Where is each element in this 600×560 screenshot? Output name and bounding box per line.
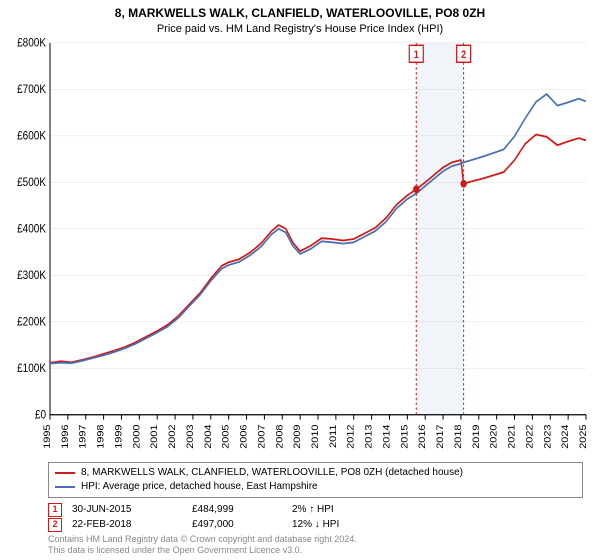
svg-text:2001: 2001 xyxy=(150,424,160,449)
sales-table: 1 30-JUN-2015 £484,999 2% ↑ HPI 2 22-FEB-2018… xyxy=(48,502,583,532)
sale-price: £484,999 xyxy=(192,502,282,517)
svg-text:2005: 2005 xyxy=(221,424,231,449)
footer: Contains HM Land Registry data © Crown c… xyxy=(48,534,592,556)
svg-text:1996: 1996 xyxy=(61,424,71,449)
footer-line-1: Contains HM Land Registry data © Crown c… xyxy=(48,534,592,545)
legend-row: HPI: Average price, detached house, East… xyxy=(55,480,576,494)
svg-text:2021: 2021 xyxy=(507,424,517,449)
svg-text:2014: 2014 xyxy=(382,424,392,449)
legend-swatch xyxy=(55,472,75,474)
svg-text:2002: 2002 xyxy=(168,424,178,449)
svg-text:£800K: £800K xyxy=(17,38,46,50)
legend: 8, MARKWELLS WALK, CLANFIELD, WATERLOOVI… xyxy=(48,462,583,498)
svg-text:£0: £0 xyxy=(35,408,46,421)
svg-text:2020: 2020 xyxy=(489,424,499,449)
svg-text:2022: 2022 xyxy=(525,424,535,449)
sale-badge: 1 xyxy=(48,503,62,517)
sale-pct: 2% ↑ HPI xyxy=(292,502,412,517)
svg-text:2016: 2016 xyxy=(418,424,428,449)
price-chart: £0 £100K £200K £300K £400K £500K £600K £700K £80… xyxy=(8,38,592,459)
svg-text:£200K: £200K xyxy=(17,315,46,328)
svg-text:2025: 2025 xyxy=(579,424,589,449)
svg-text:2019: 2019 xyxy=(472,424,482,449)
svg-text:2004: 2004 xyxy=(204,424,214,449)
svg-text:2008: 2008 xyxy=(275,424,285,449)
legend-swatch xyxy=(55,486,75,488)
svg-text:2006: 2006 xyxy=(239,424,249,449)
svg-text:2010: 2010 xyxy=(311,424,321,449)
svg-text:£700K: £700K xyxy=(17,83,46,96)
sale-pct: 12% ↓ HPI xyxy=(292,517,412,532)
sale-date: 22-FEB-2018 xyxy=(72,517,182,532)
svg-text:2013: 2013 xyxy=(364,424,374,449)
sale-row: 1 30-JUN-2015 £484,999 2% ↑ HPI xyxy=(48,502,583,517)
legend-label: 8, MARKWELLS WALK, CLANFIELD, WATERLOOVI… xyxy=(81,466,463,480)
svg-text:2018: 2018 xyxy=(454,424,464,449)
svg-text:2023: 2023 xyxy=(543,424,553,449)
svg-text:£500K: £500K xyxy=(17,176,46,189)
svg-text:2017: 2017 xyxy=(436,424,446,449)
svg-text:2012: 2012 xyxy=(347,424,357,449)
svg-text:2003: 2003 xyxy=(186,424,196,449)
page-container: 8, MARKWELLS WALK, CLANFIELD, WATERLOOVI… xyxy=(0,0,600,560)
chart-area: £0 £100K £200K £300K £400K £500K £600K £700K £80… xyxy=(8,38,592,459)
svg-text:£300K: £300K xyxy=(17,269,46,282)
svg-text:1999: 1999 xyxy=(114,424,124,449)
legend-row: 8, MARKWELLS WALK, CLANFIELD, WATERLOOVI… xyxy=(55,466,576,480)
svg-text:£600K: £600K xyxy=(17,130,46,143)
svg-text:£400K: £400K xyxy=(17,223,46,236)
svg-text:£100K: £100K xyxy=(17,362,46,375)
sale-date: 30-JUN-2015 xyxy=(72,502,182,517)
svg-text:1: 1 xyxy=(414,49,419,61)
svg-text:1997: 1997 xyxy=(79,424,89,449)
svg-text:1995: 1995 xyxy=(43,424,53,449)
svg-text:2: 2 xyxy=(461,49,466,61)
svg-text:2007: 2007 xyxy=(257,424,267,449)
legend-label: HPI: Average price, detached house, East… xyxy=(81,480,318,494)
svg-text:2011: 2011 xyxy=(329,424,339,448)
page-subtitle: Price paid vs. HM Land Registry's House … xyxy=(8,22,592,36)
svg-text:2024: 2024 xyxy=(561,424,571,449)
svg-text:2000: 2000 xyxy=(132,424,142,449)
title-block: 8, MARKWELLS WALK, CLANFIELD, WATERLOOVI… xyxy=(8,6,592,38)
svg-text:2015: 2015 xyxy=(400,424,410,449)
footer-line-2: This data is licensed under the Open Gov… xyxy=(48,545,592,556)
sale-badge: 2 xyxy=(48,518,62,532)
svg-text:1998: 1998 xyxy=(96,424,106,449)
svg-text:2009: 2009 xyxy=(293,424,303,449)
page-title: 8, MARKWELLS WALK, CLANFIELD, WATERLOOVI… xyxy=(8,6,592,22)
sale-row: 2 22-FEB-2018 £497,000 12% ↓ HPI xyxy=(48,517,583,532)
sale-price: £497,000 xyxy=(192,517,282,532)
